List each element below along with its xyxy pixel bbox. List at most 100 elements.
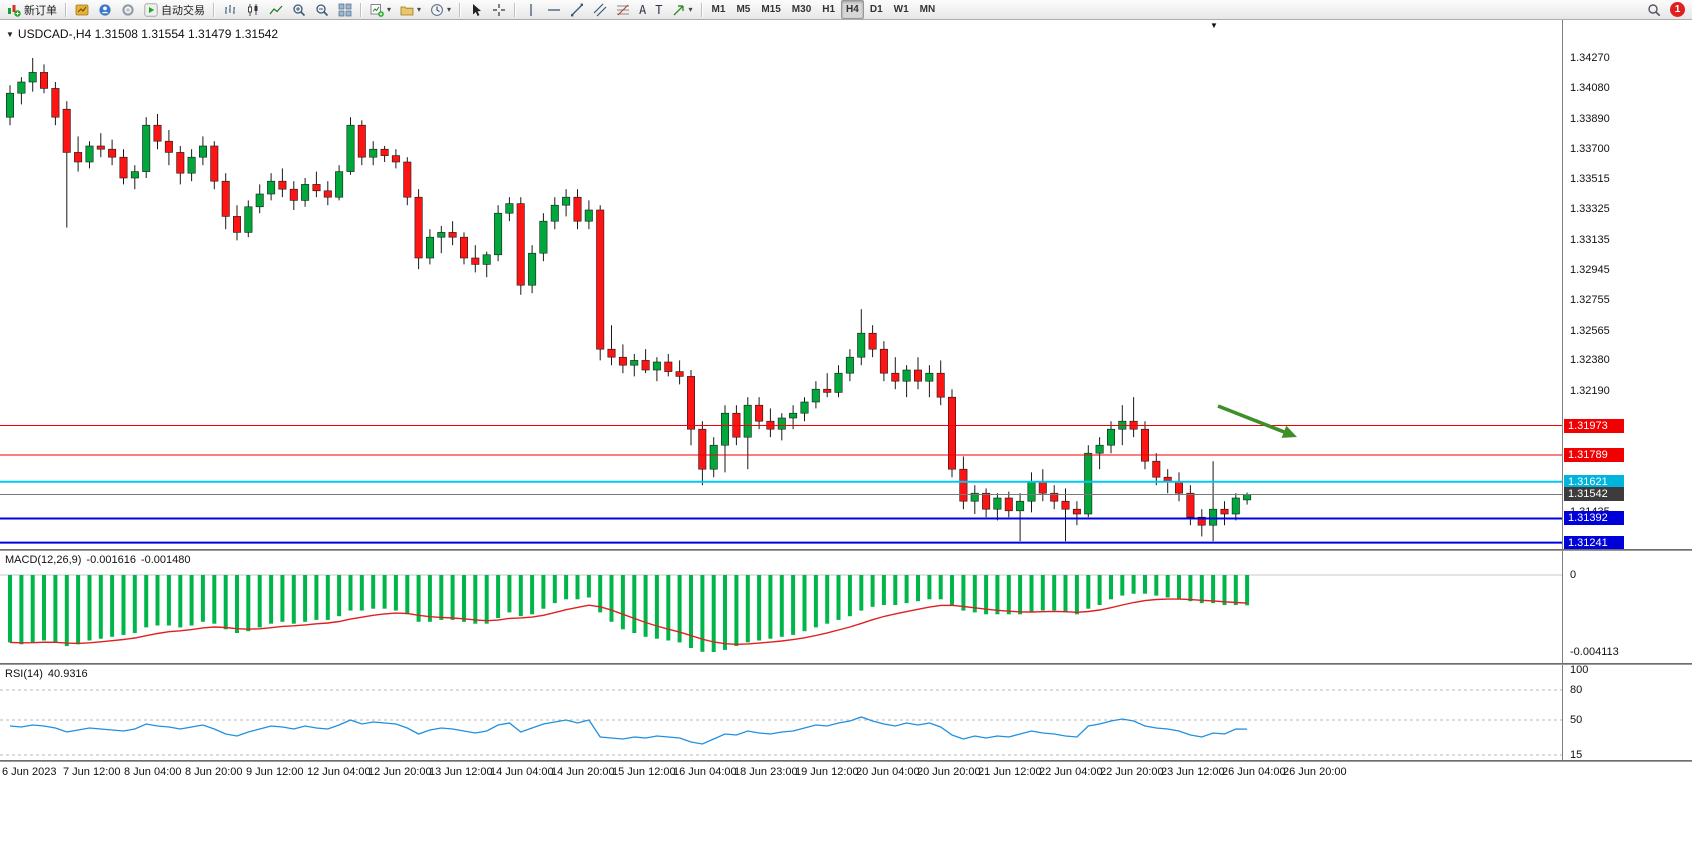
candle-body (6, 92, 15, 118)
timeframe-M15[interactable]: M15 (761, 4, 781, 15)
label-tool-icon: T (655, 2, 663, 17)
macd-signal-line (9, 598, 1248, 646)
scale-label: 1.34080 (1570, 82, 1610, 95)
macd-indicator-area[interactable] (0, 552, 1562, 664)
search-button[interactable] (1643, 0, 1665, 19)
price-chart-area[interactable] (0, 20, 1562, 550)
macd-histogram-bar (666, 575, 671, 641)
price-badge: 1.31621 (1564, 474, 1624, 489)
panel-separator[interactable] (0, 549, 1692, 551)
macd-histogram-bar (76, 575, 81, 645)
macd-histogram-bar (779, 575, 784, 637)
auto-trading-button[interactable]: 自动交易 (140, 0, 209, 19)
macd-histogram-bar (711, 575, 716, 652)
timeframe-M5[interactable]: M5 (736, 4, 751, 15)
time-axis[interactable]: 6 Jun 2023 7 Jun 12:00 8 Jun 04:00 8 Jun 20… (0, 762, 1692, 784)
cursor-tool-button[interactable] (465, 0, 487, 19)
channel-tool-button[interactable] (589, 0, 611, 19)
navigator-button[interactable] (117, 0, 139, 19)
candle-body (720, 412, 729, 446)
time-axis-label: 21 Jun 12:00 (978, 766, 1042, 778)
candle-body (675, 371, 684, 377)
new-chart-button[interactable]: ▾ (366, 0, 395, 19)
data-window-button[interactable] (94, 0, 116, 19)
zoom-in-button[interactable] (288, 0, 310, 19)
macd-histogram-bar (586, 575, 591, 598)
new-order-button[interactable]: 新订单 (3, 0, 61, 19)
timeframe-MN[interactable]: MN (919, 4, 936, 15)
timeframe-H4[interactable]: H4 (841, 0, 864, 19)
timeframe-W1[interactable]: W1 (893, 4, 909, 15)
zoom-out-button[interactable] (311, 0, 333, 19)
tile-windows-button[interactable] (334, 0, 356, 19)
price-scale[interactable]: 1.34270 1.34080 1.33890 1.33700 1.33515 1.333… (1562, 20, 1692, 762)
candle-body (210, 145, 219, 182)
candlestick-chart-button[interactable] (242, 0, 264, 19)
macd-histogram-bar (269, 575, 274, 624)
annotation-arrow (1217, 404, 1285, 434)
macd-histogram-bar (723, 575, 727, 650)
time-axis-label: 13 Jun 12:00 (429, 766, 493, 778)
candle-body (51, 88, 60, 118)
macd-label: MACD(12,26,9) -0.001616 -0.001480 (5, 554, 191, 566)
macd-histogram-bar (916, 575, 920, 602)
timeframe-H1[interactable]: H1 (822, 4, 836, 15)
bar-chart-button[interactable] (219, 0, 241, 19)
macd-histogram-bar (359, 575, 364, 611)
candle-body (868, 332, 877, 350)
candle-body (448, 232, 457, 238)
label-tool-button[interactable]: T (651, 0, 666, 19)
candle-body (1197, 516, 1206, 526)
rsi-indicator-area[interactable] (0, 666, 1562, 760)
crosshair-tool-button[interactable] (488, 0, 510, 19)
notification-badge[interactable]: 1 (1670, 2, 1685, 17)
candle-body (346, 124, 355, 172)
candle-body (630, 360, 639, 366)
timeframe-M30[interactable]: M30 (791, 4, 812, 15)
horizontal-line-tool-button[interactable] (543, 0, 565, 19)
macd-histogram-bar (1097, 575, 1102, 605)
price-badge: 1.31542 (1564, 487, 1624, 502)
chart-shift-marker-icon[interactable]: ▼ (1210, 21, 1218, 30)
candle-body (1027, 481, 1036, 502)
candle-body (425, 236, 434, 259)
scale-label: -0.004113 (1570, 646, 1619, 658)
candle-body (267, 180, 276, 195)
candle-body (403, 161, 412, 198)
candle-body (959, 468, 968, 502)
macd-histogram-bar (303, 575, 308, 622)
line-chart-button[interactable] (265, 0, 287, 19)
collapse-arrow-icon[interactable]: ▼ (6, 29, 14, 39)
candle-body (312, 184, 321, 192)
macd-histogram-bar (1222, 575, 1227, 605)
fibonacci-tool-button[interactable] (612, 0, 634, 19)
timeframe-D1[interactable]: D1 (869, 4, 883, 15)
time-axis-label: 15 Jun 12:00 (612, 766, 676, 778)
macd-histogram-bar (337, 575, 342, 617)
periods-button[interactable]: ▾ (426, 0, 455, 19)
candle-body (62, 108, 71, 153)
auto-trading-label: 自动交易 (161, 4, 205, 17)
timeframe-M1[interactable]: M1 (711, 4, 726, 15)
arrows-tool-button[interactable]: ▾ (668, 0, 697, 19)
market-watch-button[interactable] (71, 0, 93, 19)
time-axis-label: 8 Jun 04:00 (124, 766, 182, 778)
candle-body (982, 492, 991, 510)
time-axis-label: 19 Jun 12:00 (795, 766, 859, 778)
macd-histogram-bar (984, 575, 989, 615)
candle-body (573, 196, 582, 222)
candle-body (482, 254, 491, 265)
macd-histogram-bar (950, 575, 954, 605)
time-axis-label: 12 Jun 04:00 (307, 766, 371, 778)
profiles-button[interactable]: ▾ (396, 0, 425, 19)
vertical-line-tool-button[interactable] (520, 0, 542, 19)
text-tool-button[interactable]: A (635, 0, 650, 19)
macd-histogram-bar (473, 575, 478, 624)
trendline-tool-button[interactable] (566, 0, 588, 19)
time-axis-label: 16 Jun 04:00 (673, 766, 737, 778)
panel-separator[interactable] (0, 663, 1692, 665)
candle-body (119, 156, 128, 179)
panel-separator[interactable] (0, 760, 1692, 762)
macd-histogram-bar (1131, 575, 1136, 594)
folder-icon (400, 6, 414, 15)
